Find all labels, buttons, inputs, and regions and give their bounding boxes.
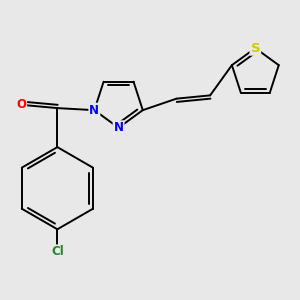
Text: O: O (16, 98, 26, 111)
Text: N: N (114, 121, 124, 134)
Text: Cl: Cl (51, 245, 64, 258)
Text: N: N (89, 104, 99, 117)
Text: S: S (250, 42, 260, 55)
